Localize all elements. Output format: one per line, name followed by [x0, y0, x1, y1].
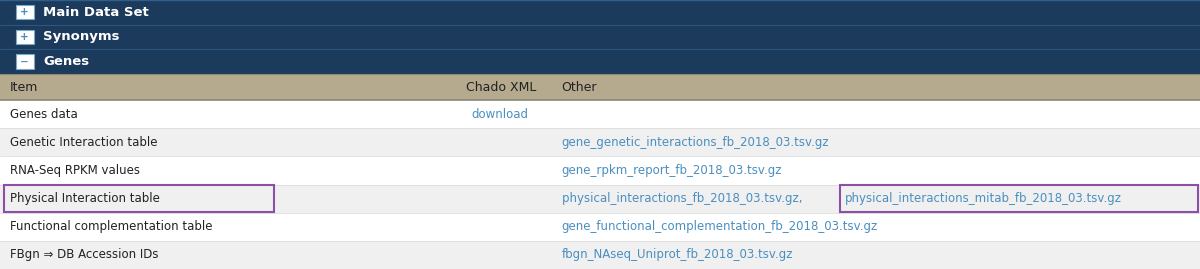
Bar: [840, 185, 1198, 212]
Text: Chado XML: Chado XML: [466, 80, 536, 94]
Bar: [0, 0, 1200, 25]
Bar: [16, 30, 34, 44]
Text: Genes data: Genes data: [10, 108, 77, 121]
Text: Main Data Set: Main Data Set: [43, 6, 149, 19]
Text: RNA-Seq RPKM values: RNA-Seq RPKM values: [10, 164, 139, 177]
Bar: [0, 128, 1200, 157]
Bar: [0, 157, 1200, 185]
Bar: [16, 5, 34, 19]
Text: Genetic Interaction table: Genetic Interaction table: [10, 136, 157, 149]
Bar: [0, 49, 1200, 74]
Text: gene_functional_complementation_fb_2018_03.tsv.gz: gene_functional_complementation_fb_2018_…: [562, 220, 878, 233]
Text: Synonyms: Synonyms: [43, 30, 120, 43]
Text: Item: Item: [10, 80, 38, 94]
Bar: [0, 100, 1200, 128]
Text: Other: Other: [562, 80, 598, 94]
Text: FBgn ⇒ DB Accession IDs: FBgn ⇒ DB Accession IDs: [10, 249, 158, 261]
Bar: [0, 185, 1200, 213]
Text: gene_genetic_interactions_fb_2018_03.tsv.gz: gene_genetic_interactions_fb_2018_03.tsv…: [562, 136, 829, 149]
Bar: [16, 30, 34, 44]
Bar: [16, 5, 34, 19]
Text: +: +: [20, 7, 29, 17]
Text: fbgn_NAseq_Uniprot_fb_2018_03.tsv.gz: fbgn_NAseq_Uniprot_fb_2018_03.tsv.gz: [562, 249, 793, 261]
Text: physical_interactions_mitab_fb_2018_03.tsv.gz: physical_interactions_mitab_fb_2018_03.t…: [845, 192, 1122, 205]
Bar: [0, 241, 1200, 269]
Bar: [16, 54, 34, 69]
Text: Physical Interaction table: Physical Interaction table: [10, 192, 160, 205]
Text: gene_rpkm_report_fb_2018_03.tsv.gz: gene_rpkm_report_fb_2018_03.tsv.gz: [562, 164, 782, 177]
Bar: [0, 25, 1200, 49]
Text: physical_interactions_fb_2018_03.tsv.gz,: physical_interactions_fb_2018_03.tsv.gz,: [562, 192, 806, 205]
Text: +: +: [20, 32, 29, 42]
Bar: [0, 74, 1200, 100]
Bar: [4, 185, 274, 212]
Text: −: −: [20, 56, 29, 66]
Bar: [0, 213, 1200, 241]
Text: Functional complementation table: Functional complementation table: [10, 220, 212, 233]
Bar: [16, 54, 34, 69]
Text: Genes: Genes: [43, 55, 89, 68]
Text: download: download: [472, 108, 529, 121]
